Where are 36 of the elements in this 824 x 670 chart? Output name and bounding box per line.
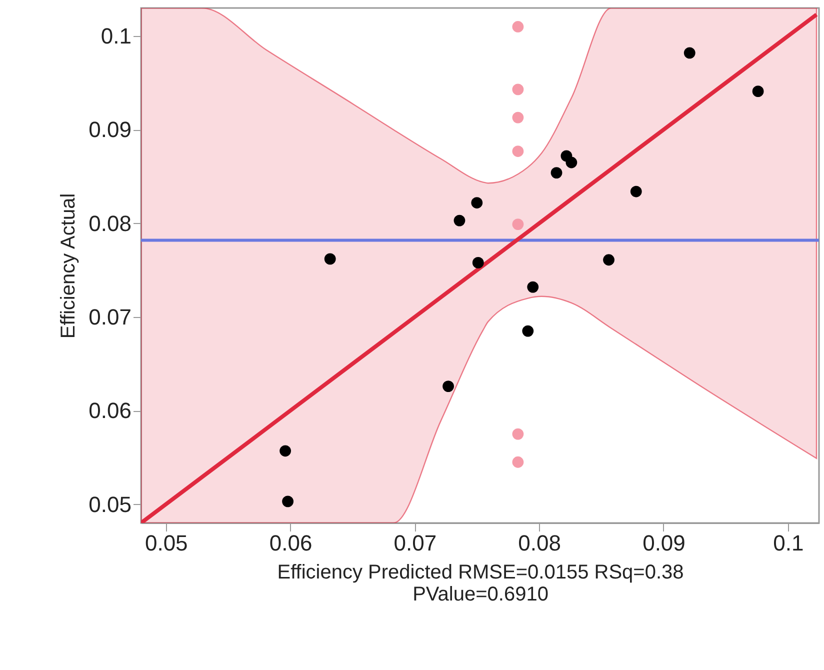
point xyxy=(324,253,336,265)
y-tick-label: 0.06 xyxy=(88,398,132,424)
x-tick-label: 0.09 xyxy=(642,530,686,556)
x-tick-label: 0.07 xyxy=(394,530,437,556)
y-tick-label: 0.1 xyxy=(100,24,132,49)
point xyxy=(280,445,292,457)
x-tick-label: 0.08 xyxy=(518,530,562,556)
point xyxy=(522,325,534,337)
y-tick-label: 0.05 xyxy=(88,492,132,517)
point xyxy=(603,254,614,266)
point xyxy=(630,186,642,198)
point xyxy=(566,156,578,168)
y-tick-label: 0.07 xyxy=(88,304,132,330)
x-axis-title: Efficiency Predicted RMSE=0.0155 RSq=0.38 PValue=0.6910 xyxy=(277,562,684,606)
point xyxy=(442,380,454,392)
y-tick-label: 0.09 xyxy=(88,117,132,142)
point xyxy=(512,428,524,440)
point xyxy=(550,167,562,178)
point xyxy=(512,112,524,124)
point xyxy=(454,214,466,226)
point xyxy=(472,257,484,268)
point xyxy=(512,218,524,230)
point xyxy=(512,146,524,157)
point xyxy=(471,197,483,208)
y-tick-label: 0.08 xyxy=(88,210,132,236)
point xyxy=(684,47,696,59)
y-axis-title: Efficiency Actual xyxy=(58,193,80,339)
x-tick-label: 0.1 xyxy=(773,530,804,556)
point xyxy=(527,281,539,293)
x-tick-label: 0.05 xyxy=(144,530,188,556)
point xyxy=(752,86,764,98)
point xyxy=(512,456,524,468)
point xyxy=(512,84,524,96)
x-tick-label: 0.06 xyxy=(269,530,312,556)
point xyxy=(512,21,524,32)
point xyxy=(282,496,294,508)
